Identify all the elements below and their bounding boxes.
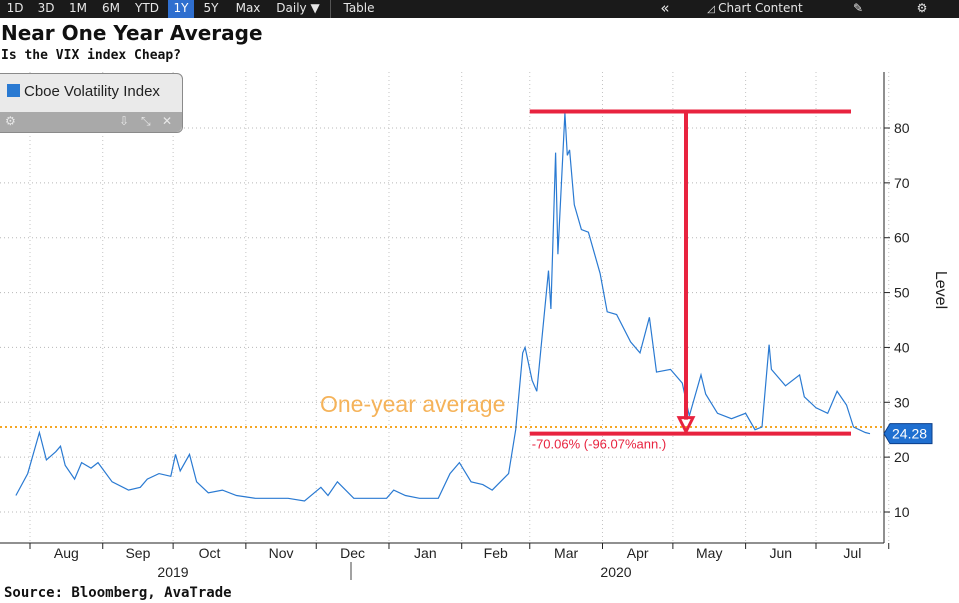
gridlines (0, 72, 890, 543)
range-1y-button[interactable]: 1Y (168, 0, 194, 18)
x-tick-label: Jul (843, 545, 861, 561)
annotation-arrow-head (676, 416, 696, 436)
x-tick-label: Oct (199, 545, 221, 561)
x-tick-label: Mar (554, 545, 578, 561)
range-3d-button[interactable]: 3D (37, 1, 55, 15)
settings-gear-icon[interactable]: ⚙ (916, 1, 928, 15)
range-6m-button[interactable]: 6M (102, 1, 120, 15)
x-tick-label: Jun (770, 545, 793, 561)
last-value-badge-shape (883, 423, 933, 445)
chart-title: Near One Year Average (1, 21, 263, 45)
legend-toolbar: ⚙ ⇩ ⤡ ✕ (0, 112, 182, 132)
table-button[interactable]: Table (343, 1, 375, 15)
legend-close-icon[interactable]: ✕ (162, 114, 173, 128)
chart-subtitle: Is the VIX index Cheap? (1, 48, 182, 63)
y-tick-label: 80 (894, 120, 910, 136)
chart-content-label: Chart Content (718, 1, 803, 15)
x-axis-ticks: Aug Sep Oct Nov Dec Jan Feb Mar Apr May Jun Jul (29, 543, 890, 561)
y-tick-label: 70 (894, 175, 910, 191)
legend-settings-icon[interactable]: ⚙ (5, 114, 16, 128)
legend-download-icon[interactable]: ⇩ (119, 114, 130, 128)
chart-toolbar: 1D 3D 1M 6M YTD 1Y 5Y Max Daily ▼ Table … (0, 0, 959, 18)
y-tick-label: 40 (894, 339, 910, 355)
legend-resize-icon[interactable]: ⤡ (141, 114, 151, 128)
x-year-label-2019: 2019 (157, 564, 188, 580)
y-tick-label: 20 (894, 449, 910, 465)
source-note: Source: Bloomberg, AvaTrade (4, 585, 232, 601)
range-max-button[interactable]: Max (235, 1, 261, 15)
legend-series-label: Cboe Volatility Index (24, 83, 160, 100)
range-5y-button[interactable]: 5Y (203, 1, 219, 15)
reference-line-label: One-year average (320, 391, 505, 417)
legend-box[interactable]: Cboe Volatility Index ⚙ ⇩ ⤡ ✕ (0, 73, 183, 133)
x-tick-label: Nov (269, 545, 294, 561)
edit-icon[interactable]: ✎ (852, 1, 864, 15)
y-tick-label: 30 (894, 394, 910, 410)
y-axis-ticks: 10 20 30 40 50 60 70 80 (884, 120, 910, 520)
drawdown-annotation: -70.06% (-96.07%ann.) (529, 109, 851, 452)
y-tick-label: 10 (894, 504, 910, 520)
x-tick-label: Apr (627, 545, 649, 561)
annotation-label: -70.06% (-96.07%ann.) (532, 437, 666, 452)
last-value-badge-text: 24.28 (892, 426, 927, 442)
y-tick-label: 60 (894, 230, 910, 246)
x-tick-label: Dec (340, 545, 365, 561)
range-ytd-button[interactable]: YTD (135, 1, 159, 15)
last-value-badge: 24.28 (883, 423, 933, 445)
legend-entry: Cboe Volatility Index (7, 83, 160, 100)
x-tick-label: May (696, 545, 722, 561)
range-1m-button[interactable]: 1M (69, 1, 87, 15)
vix-series-line (15, 113, 871, 502)
chart-content-icon: ◿ (707, 4, 719, 15)
interval-dropdown[interactable]: Daily ▼ (266, 0, 331, 18)
x-year-label-2020: 2020 (600, 564, 631, 580)
x-tick-label: Sep (125, 545, 150, 561)
x-tick-label: Jan (414, 545, 437, 561)
x-tick-label: Feb (484, 545, 508, 561)
collapse-button[interactable]: « (660, 0, 670, 17)
x-tick-label: Aug (54, 545, 79, 561)
legend-swatch (7, 84, 20, 97)
range-1d-button[interactable]: 1D (6, 1, 24, 15)
chart-content-button[interactable]: ◿ Chart Content (700, 0, 810, 18)
y-tick-label: 50 (894, 285, 910, 301)
y-axis-label: Level (932, 271, 949, 309)
